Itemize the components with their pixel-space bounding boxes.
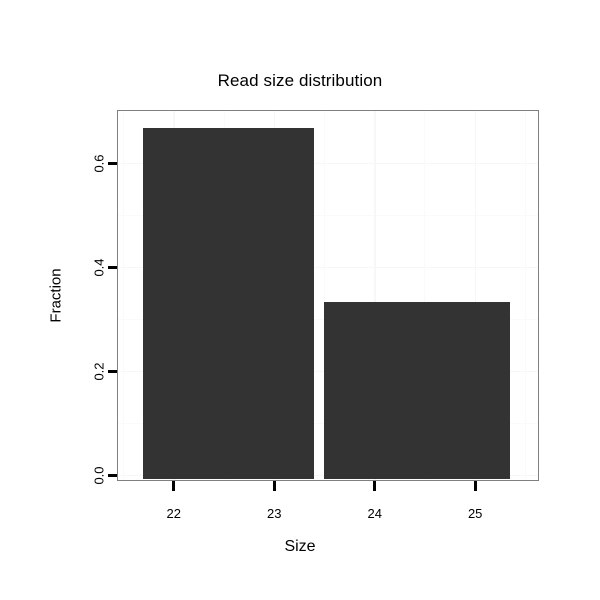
y-axis-title: Fraction bbox=[47, 268, 65, 323]
x-tick-label: 22 bbox=[166, 506, 181, 521]
plot-area bbox=[118, 111, 538, 480]
gridline-vertical-minor bbox=[424, 111, 426, 480]
y-tick-label: 0.6 bbox=[91, 154, 107, 173]
chart-title: Read size distribution bbox=[217, 71, 383, 90]
gridline-vertical-major bbox=[474, 111, 477, 480]
y-tick-mark bbox=[108, 369, 117, 373]
x-tick-mark bbox=[473, 481, 477, 491]
gridline-vertical-minor bbox=[524, 111, 526, 480]
bar-22-23[interactable] bbox=[143, 128, 314, 479]
x-tick-mark bbox=[373, 481, 377, 491]
y-tick-label: 0.2 bbox=[91, 362, 107, 381]
gridline-vertical-minor bbox=[123, 111, 125, 480]
gridline-horizontal-major bbox=[118, 266, 538, 269]
x-tick-mark bbox=[172, 481, 176, 491]
gridline-vertical-major bbox=[374, 111, 376, 480]
y-tick-label: 0.0 bbox=[91, 466, 107, 485]
y-tick-label: 0.4 bbox=[91, 258, 107, 277]
x-tick-label: 25 bbox=[467, 506, 483, 521]
x-tick-mark bbox=[272, 481, 276, 491]
x-axis-title: Size bbox=[284, 538, 316, 555]
x-tick-label: 23 bbox=[267, 506, 282, 521]
y-tick-mark bbox=[108, 161, 117, 165]
y-tick-mark bbox=[108, 265, 117, 269]
bar-24-25[interactable] bbox=[323, 301, 510, 479]
x-tick-label: 24 bbox=[367, 506, 382, 521]
gridline-horizontal-minor bbox=[118, 214, 538, 216]
y-tick-mark bbox=[108, 473, 117, 477]
gridline-horizontal-major bbox=[118, 162, 538, 165]
plot-panel bbox=[117, 110, 539, 481]
gridline-vertical-minor bbox=[323, 111, 325, 480]
